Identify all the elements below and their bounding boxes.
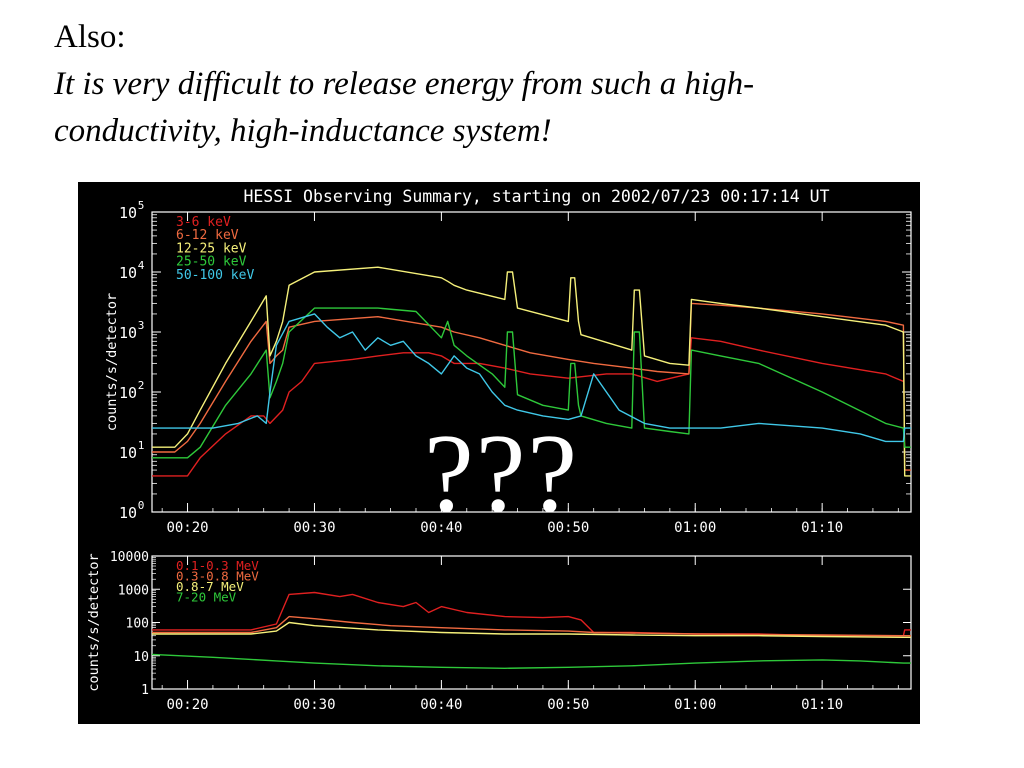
legend-entry-12-25-kev: 12-25 keV (176, 241, 247, 256)
y2-tick-label-1000: 1000 (118, 583, 149, 598)
chart-title: HESSI Observing Summary, starting on 200… (243, 187, 829, 206)
y-tick-label-base-5: 10 (119, 204, 137, 222)
series-line-0-8-7-mev (152, 621, 911, 638)
legend-entry-50-100-kev: 50-100 keV (176, 268, 254, 283)
question-marks-overlay: ??? (424, 412, 580, 536)
slide-heading: Also: It is very difficult to release en… (54, 14, 754, 155)
legend-entry-6-12-kev: 6-12 keV (176, 228, 239, 243)
x-tick-label-2-50: 00:50 (547, 697, 589, 713)
x-tick-label-2-20: 00:20 (166, 697, 208, 713)
x-tick-label-2-40: 00:40 (420, 697, 462, 713)
x-tick-label-1-30: 00:30 (293, 520, 335, 536)
panel-frame-1 (151, 211, 912, 513)
series-line-7-20-mev (151, 653, 911, 669)
heading-line-2: It is very difficult to release energy f… (54, 66, 755, 102)
series-line-50-100-kev (152, 313, 911, 443)
y2-tick-label-1: 1 (141, 683, 149, 698)
y2-tick-label-10: 10 (133, 650, 149, 665)
panel-frame-2 (151, 555, 912, 690)
y-axis-label-1: counts/s/detector (104, 293, 120, 431)
y-tick-label-base-3: 10 (119, 324, 137, 342)
y-tick-label-exp-0: 0 (138, 499, 145, 512)
x-tick-label-2-70: 01:10 (801, 697, 843, 713)
series-line-0-3-0-8-mev (152, 615, 911, 637)
legend-entry-0-3-0-8-mev: 0.3-0.8 MeV (176, 569, 259, 584)
y2-tick-label-100: 100 (126, 617, 149, 632)
y-tick-label-base-2: 10 (119, 384, 137, 402)
y-tick-label-exp-5: 5 (138, 199, 145, 212)
y-tick-label-base-4: 10 (119, 264, 137, 282)
y-tick-label-exp-1: 1 (138, 439, 145, 452)
heading-line-1: Also: (54, 19, 126, 55)
legend-entry-25-50-kev: 25-50 keV (176, 255, 247, 270)
legend-entry-3-6-kev: 3-6 keV (176, 215, 231, 230)
legend-entry-0-1-0-3-mev: 0.1-0.3 MeV (176, 558, 259, 573)
y-tick-label-exp-4: 4 (138, 259, 145, 272)
x-tick-label-1-20: 00:20 (166, 520, 208, 536)
legend-entry-0-8-7-mev: 0.8-7 MeV (176, 579, 244, 594)
y-tick-label-exp-3: 3 (138, 319, 145, 332)
y-tick-label-base-0: 10 (119, 504, 137, 522)
heading-line-3: conductivity, high-inductance system! (54, 113, 552, 149)
hessi-plot: HESSI Observing Summary, starting on 200… (78, 182, 920, 724)
y-tick-label-exp-2: 2 (138, 379, 145, 392)
x-tick-label-1-70: 01:10 (801, 520, 843, 536)
legend-entry-7-20-mev: 7-20 MeV (176, 590, 237, 605)
x-tick-label-2-60: 01:00 (674, 697, 716, 713)
x-tick-label-1-50: 00:50 (547, 520, 589, 536)
series-line-12-25-kev (152, 266, 911, 477)
y-axis-label-2: counts/s/detector (86, 553, 102, 691)
series-line-25-50-kev (152, 307, 911, 459)
x-tick-label-2-30: 00:30 (293, 697, 335, 713)
x-tick-label-1-60: 01:00 (674, 520, 716, 536)
series-line-3-6-kev (152, 337, 904, 477)
y2-tick-label-10000: 10000 (110, 550, 149, 565)
x-tick-label-1-40: 00:40 (420, 520, 462, 536)
y-tick-label-base-1: 10 (119, 444, 137, 462)
hessi-plot-svg: HESSI Observing Summary, starting on 200… (86, 187, 912, 713)
